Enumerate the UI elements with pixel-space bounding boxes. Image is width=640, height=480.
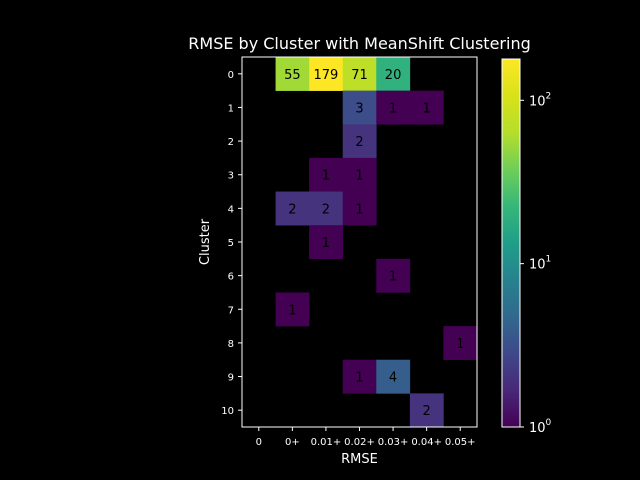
heatmap-cell [309, 57, 344, 91]
heatmap-cell [376, 258, 411, 293]
x-tick-label: 0.03+ [378, 437, 409, 448]
colorbar-tick-label: 102 [529, 91, 551, 109]
cell-label: 1 [288, 303, 296, 318]
x-axis-label: RMSE [341, 452, 378, 467]
y-axis-label: Cluster [198, 218, 213, 265]
cell-label: 1 [456, 337, 464, 352]
heatmap-cell [443, 326, 478, 361]
y-tick-label: 2 [228, 137, 234, 148]
cell-label: 1 [322, 236, 330, 251]
heatmap-cell [309, 225, 344, 260]
cell-label: 1 [423, 101, 431, 116]
cell-label: 1 [389, 101, 397, 116]
colorbar [501, 58, 521, 428]
y-tick-label: 9 [228, 373, 234, 384]
cell-label: 179 [314, 68, 339, 83]
colorbar-tick-label: 101 [529, 255, 551, 273]
x-tick-label: 0 [256, 437, 262, 448]
y-tick-label: 6 [228, 272, 234, 283]
heatmap-cell [376, 57, 411, 91]
cell-label: 1 [322, 169, 330, 184]
y-tick-label: 8 [228, 339, 234, 350]
y-tick-label: 7 [228, 305, 234, 316]
cell-labels: 55 179 71 20 3 1 1 2 1 1 2 2 1 1 1 1 1 1 4 2 [284, 68, 464, 419]
colorbar-tick-label: 100 [529, 418, 552, 436]
cell-label: 71 [351, 68, 368, 83]
heatmap-cell [275, 292, 310, 327]
heatmap-cell [376, 359, 411, 394]
cell-label: 1 [389, 270, 397, 285]
cell-label: 1 [355, 202, 363, 217]
heatmap-cell [309, 191, 344, 226]
heatmap-cell [342, 124, 377, 159]
cell-label: 2 [322, 202, 330, 217]
colorbar-ticks: 100 101 102 [520, 91, 552, 436]
heatmap-cell [275, 191, 310, 226]
x-tick-label: 0.05+ [445, 437, 476, 448]
y-tick-label: 3 [228, 171, 234, 182]
x-tick-label: 0.02+ [344, 437, 375, 448]
heatmap-cell [409, 90, 444, 125]
y-tick-label: 5 [228, 238, 234, 249]
y-tick-label: 4 [228, 204, 234, 215]
heatmap-cell [309, 157, 344, 192]
cell-label: 55 [284, 68, 301, 83]
heatmap-cell [342, 191, 377, 226]
y-tick-label: 1 [228, 103, 234, 114]
y-tick-label: 0 [228, 70, 234, 81]
heatmap-cell [342, 90, 377, 125]
heatmap-cell [342, 157, 377, 192]
heatmap-cell [342, 359, 377, 394]
cell-label: 2 [355, 135, 363, 150]
cell-label: 20 [385, 68, 402, 83]
heatmap-cell [409, 393, 444, 428]
x-tick-label: 0.04+ [411, 437, 442, 448]
cell-label: 1 [355, 371, 363, 386]
x-axis-ticks: 0 0+ 0.01+ 0.02+ 0.03+ 0.04+ 0.05+ [256, 427, 476, 448]
y-axis-ticks: 0 1 2 3 4 5 6 7 8 9 10 [221, 70, 242, 417]
cell-label: 2 [288, 202, 296, 217]
heatmap-cells [275, 57, 478, 428]
heatmap-cell [275, 57, 310, 91]
x-tick-label: 0+ [285, 437, 300, 448]
chart-title: RMSE by Cluster with MeanShift Clusterin… [188, 34, 530, 53]
x-tick-label: 0.01+ [311, 437, 342, 448]
cell-label: 2 [423, 404, 431, 419]
cell-label: 1 [355, 169, 363, 184]
heatmap-cell [342, 57, 377, 91]
cell-label: 3 [355, 101, 363, 116]
y-tick-label: 10 [221, 406, 234, 417]
cell-label: 4 [389, 371, 397, 386]
heatmap-cell [376, 90, 411, 125]
